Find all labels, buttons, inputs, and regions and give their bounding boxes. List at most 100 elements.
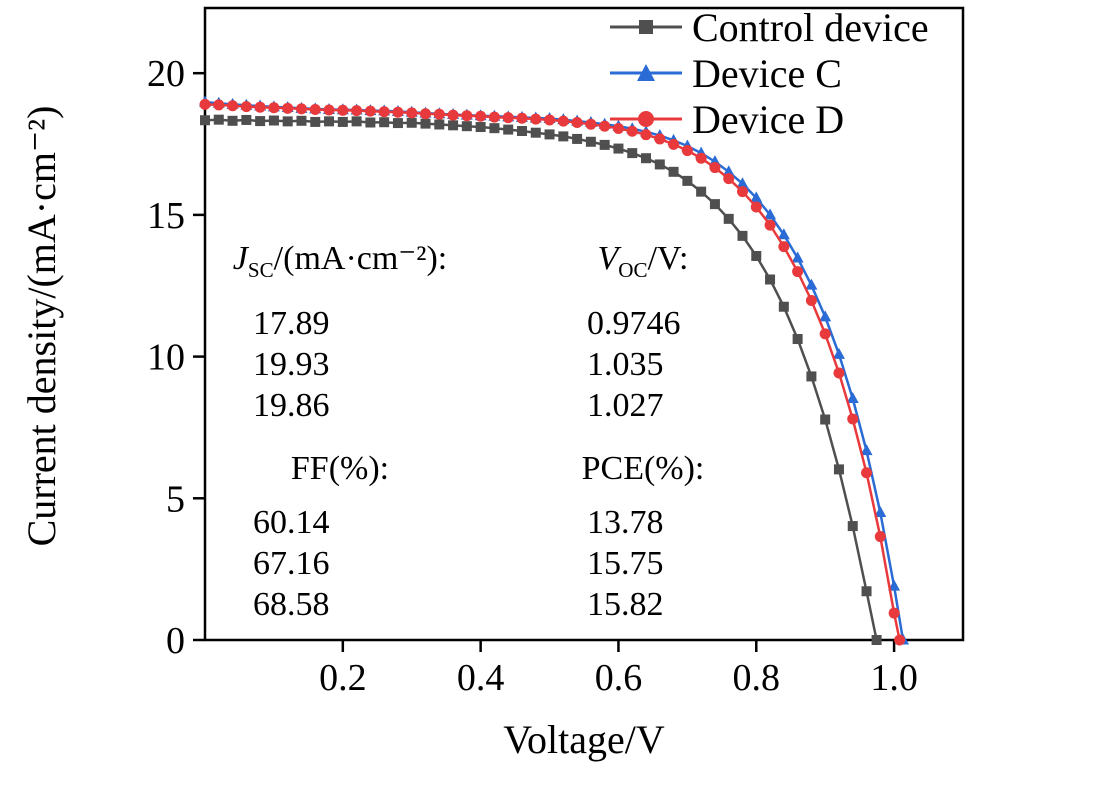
jsc-unit: /(mA·cm⁻²): (273, 240, 448, 277)
square-marker-icon (696, 186, 707, 197)
circle-marker-icon (420, 108, 432, 120)
square-marker-icon (434, 119, 445, 130)
triangle-marker-icon (888, 579, 901, 591)
circle-marker-icon (819, 328, 831, 340)
square-marker-icon (639, 20, 653, 34)
square-marker-icon (337, 116, 348, 127)
circle-marker-icon (530, 113, 542, 125)
x-tick-label: 1.0 (870, 657, 918, 699)
square-marker-icon (200, 115, 210, 126)
square-marker-icon (241, 114, 252, 125)
legend-label: Device C (692, 50, 842, 96)
square-marker-icon (723, 213, 734, 224)
square-marker-icon (654, 159, 665, 170)
square-marker-icon (792, 334, 803, 345)
square-marker-icon (268, 115, 279, 126)
circle-marker-icon (626, 125, 638, 137)
circle-marker-icon (488, 111, 500, 123)
square-marker-icon (213, 114, 224, 125)
circle-marker-icon (337, 104, 349, 116)
circle-marker-icon (585, 118, 597, 130)
voc-value-device-d: 1.027 (587, 386, 664, 424)
voc-value-control: 0.9746 (587, 304, 681, 342)
ff-value-device-c: 67.16 (253, 544, 330, 582)
square-marker-icon (765, 274, 776, 285)
circle-marker-icon (668, 138, 680, 150)
circle-marker-icon (295, 103, 307, 115)
legend-key-device-d (610, 111, 682, 127)
ff-value-control: 60.14 (253, 503, 330, 541)
square-marker-icon (833, 464, 844, 475)
triangle-marker-icon (722, 165, 735, 177)
circle-marker-icon (612, 122, 624, 134)
square-marker-icon (737, 230, 748, 241)
legend-label: Device D (692, 96, 845, 142)
square-marker-icon (282, 116, 293, 127)
circle-marker-icon (861, 467, 873, 479)
circle-marker-icon (654, 133, 666, 145)
square-marker-icon (503, 124, 514, 135)
triangle-marker-icon (805, 278, 818, 290)
square-marker-icon (255, 116, 266, 127)
square-marker-icon (572, 133, 583, 144)
voc-subscript: OC (618, 257, 648, 282)
y-tick-label: 10 (147, 337, 185, 379)
circle-marker-icon (475, 110, 487, 122)
ff-value-device-d: 68.58 (253, 585, 330, 623)
triangle-marker-icon (750, 191, 763, 203)
legend-entry-device-c: Device C (608, 50, 929, 96)
ff-header: FF(%): (290, 449, 390, 487)
square-marker-icon (558, 131, 569, 142)
square-marker-icon (806, 371, 817, 382)
legend-label: Control device (692, 4, 929, 50)
square-marker-icon (668, 166, 679, 177)
circle-marker-icon (847, 413, 859, 425)
circle-marker-icon (461, 110, 473, 122)
legend-entry-device-d: Device D (608, 96, 929, 142)
circle-marker-icon (723, 173, 735, 185)
triangle-marker-icon (819, 310, 832, 322)
square-marker-icon (861, 586, 872, 597)
square-marker-icon (406, 117, 417, 128)
circle-marker-icon (792, 266, 804, 278)
circle-marker-icon (833, 367, 845, 379)
square-marker-icon (489, 123, 500, 134)
circle-marker-icon (364, 105, 376, 117)
y-tick-label: 0 (166, 620, 185, 662)
square-marker-icon (530, 127, 541, 138)
circle-marker-icon (571, 116, 583, 128)
circle-marker-icon (888, 607, 900, 619)
circle-marker-icon (638, 111, 654, 127)
x-tick-label: 0.8 (733, 657, 781, 699)
y-tick-label: 15 (147, 195, 185, 237)
circle-marker-icon (199, 98, 211, 110)
square-marker-icon (227, 115, 238, 126)
square-marker-icon (820, 414, 831, 425)
y-axis-label: Current density/(mA·cm⁻²) (19, 105, 64, 547)
square-marker-icon (296, 115, 307, 126)
square-marker-icon (310, 116, 321, 127)
legend-entry-control-device: Control device (608, 4, 929, 50)
params-annotation: JSC/(mA·cm⁻²): 17.89 19.93 19.86 FF(%): … (195, 238, 771, 625)
circle-marker-icon (447, 109, 459, 121)
circle-marker-icon (378, 106, 390, 118)
square-marker-icon (351, 116, 362, 127)
circle-marker-icon (433, 108, 445, 120)
legend: Control device Device C Device D (608, 4, 929, 142)
circle-marker-icon (695, 152, 707, 164)
y-tick-label: 20 (147, 53, 185, 95)
circle-marker-icon (227, 100, 239, 112)
voc-unit: /V: (647, 240, 689, 277)
jsc-subscript: SC (247, 257, 274, 282)
triangle-marker-icon (637, 64, 655, 81)
square-marker-icon (871, 635, 882, 645)
x-tick-label: 0.4 (457, 657, 505, 699)
pce-header: PCE(%): (581, 449, 705, 487)
triangle-marker-icon (832, 347, 845, 359)
legend-key-device-c (610, 64, 682, 81)
circle-marker-icon (502, 112, 514, 124)
triangle-marker-icon (791, 251, 804, 263)
square-marker-icon (751, 250, 762, 261)
circle-marker-icon (599, 120, 611, 132)
